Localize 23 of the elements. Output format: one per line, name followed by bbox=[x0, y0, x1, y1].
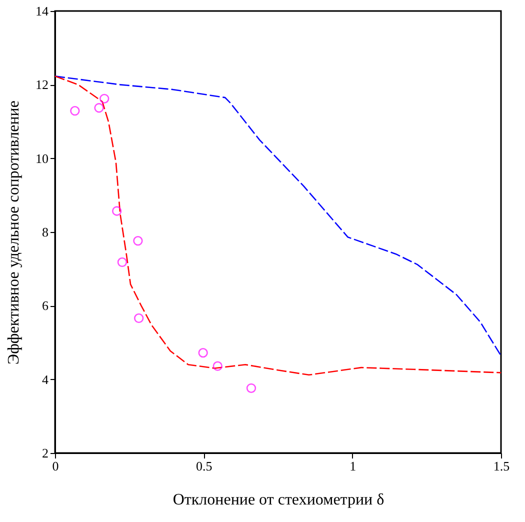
point bbox=[246, 383, 256, 393]
x-tick-label: 1.5 bbox=[493, 458, 510, 474]
y-tick-label: 14 bbox=[36, 4, 49, 18]
x-axis-title: Отклонение от стехиометрии δ bbox=[172, 492, 384, 508]
y-tick-label: 10 bbox=[36, 150, 48, 166]
point bbox=[94, 103, 104, 113]
point bbox=[100, 94, 110, 104]
point bbox=[117, 257, 128, 268]
point bbox=[133, 236, 143, 246]
y-tick-label: 12 bbox=[36, 77, 48, 92]
y-tick-label: 6 bbox=[42, 298, 49, 314]
point bbox=[112, 206, 122, 216]
y-axis-title: Эффективное удельное сопротивление bbox=[6, 100, 22, 364]
x-tick-label: 1 bbox=[350, 458, 356, 474]
point bbox=[70, 106, 80, 116]
point bbox=[134, 313, 144, 324]
y-tick-label: 2 bbox=[42, 446, 48, 460]
x-tick-label: 0 bbox=[52, 458, 59, 474]
y-tick-label: 8 bbox=[42, 224, 48, 240]
point bbox=[198, 348, 208, 358]
y-tick-label: 4 bbox=[42, 372, 49, 387]
point bbox=[212, 361, 222, 371]
x-tick-label: 0.5 bbox=[196, 458, 212, 474]
